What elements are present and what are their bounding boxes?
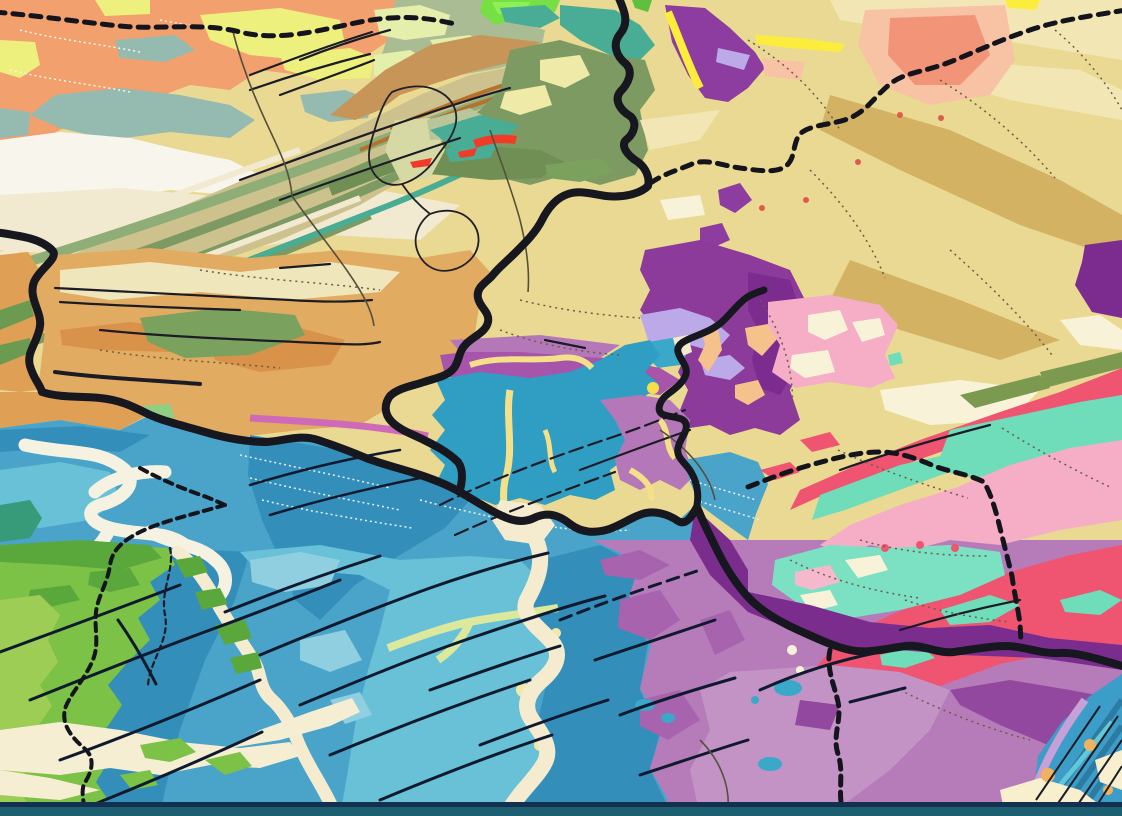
fault-lines-upland [53,28,1022,687]
dark-khaki-bands [820,95,1122,360]
river-meander-south [171,545,343,816]
border-west-and-south [0,228,1122,671]
teal-green-topcenter [500,5,655,60]
pink-band-lower [820,440,1122,555]
thin-admin-outlines [368,85,480,272]
international-border-lines [0,0,1122,671]
lavender-streak-wedge [716,48,750,70]
teal-grey-patches [0,35,372,140]
dashed-border-right-middle [745,449,1024,645]
green-tip-patch [632,0,652,12]
border-east-lobe [655,286,768,509]
dashed-border-lines [0,8,1122,816]
yellow-fringe-wedge [664,10,704,90]
border-north-loop [381,0,653,494]
yellow-dot [647,382,659,394]
dashed-border-topleft [0,9,458,39]
dashed-border-topright [649,8,1122,185]
olive-sliver-band [960,352,1122,408]
teal-dark-green-spot [0,500,42,542]
basin-teal-core [430,340,660,505]
green-dark-patches [0,540,262,674]
white-river-area-topleft [0,132,260,200]
bottom-strip-navy-line [0,802,1122,807]
green-patches-in-cream [120,738,252,790]
purple-wedge [665,5,765,248]
dashed-border-bottomright [826,647,846,816]
yellow-streak-east [755,0,1040,52]
crimson-dots-mint [881,541,959,552]
basin-mauve-rim [450,335,620,358]
fan-fault-lines [1035,705,1122,816]
cream-patches-olive [500,55,590,115]
mint-dot-pink [888,352,903,366]
pink-unit [768,295,898,388]
salmon-blob [888,15,990,85]
pink-patches-mint [795,565,840,590]
bottom-strip [0,802,1122,816]
dashed-border-spur [138,466,227,507]
belt-brown-band [330,35,540,120]
green-unit-blob [140,158,615,358]
cream-streak-tan [60,262,400,300]
bottom-strip-teal [0,807,1122,816]
river-cream-east [500,532,565,816]
mint-patches-in-crimson [880,590,1122,668]
blue-spots-purple [751,680,802,771]
dotted-admin-boundaries [99,29,1122,741]
salmon-smear-wedge [762,58,805,80]
green-stripes-west [0,300,34,365]
cream-in-pink [790,310,885,378]
peach-spots [698,324,778,405]
red-volcanic-streaks [410,134,517,168]
